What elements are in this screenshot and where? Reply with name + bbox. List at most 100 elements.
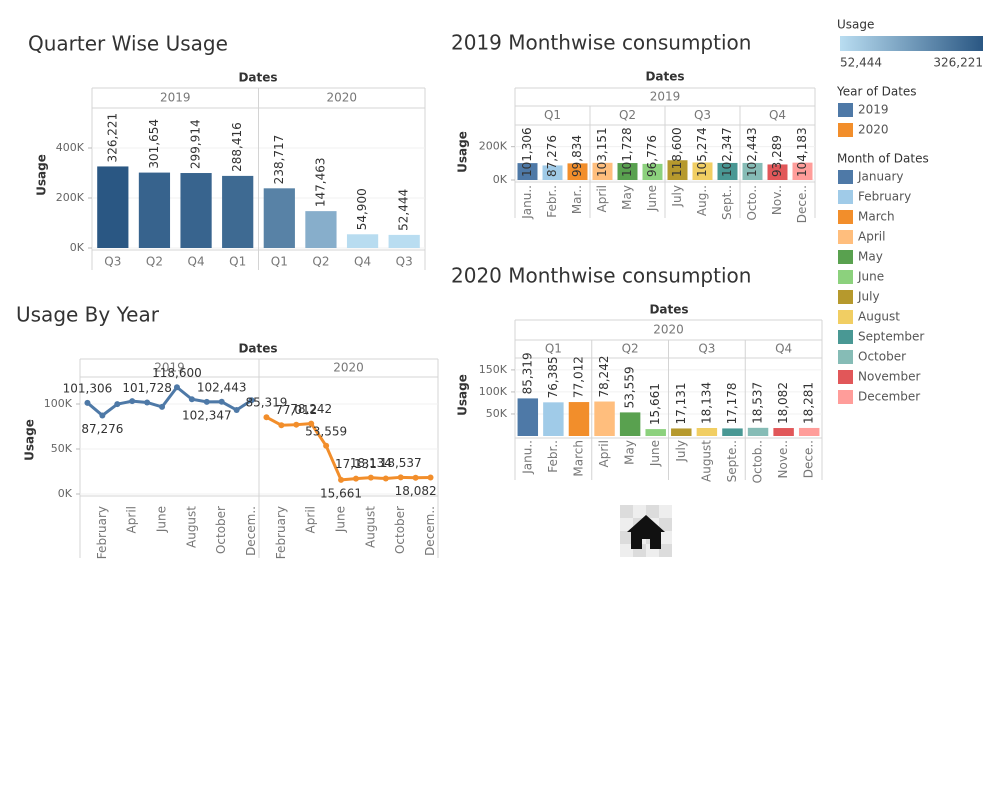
data-label: 15,661 [648, 383, 662, 425]
x-tick-label: Decem.. [244, 506, 258, 556]
pane-group-label: 2020 [653, 323, 684, 337]
bar [619, 412, 641, 436]
legend-swatch [838, 103, 853, 117]
x-tick-label: April [125, 506, 139, 533]
legend-title: Month of Dates [837, 152, 929, 166]
data-label: 54,900 [355, 188, 369, 230]
pane-header: Q4 [775, 342, 792, 356]
legend-swatch [838, 250, 853, 264]
line-point [188, 396, 195, 403]
bar [642, 163, 663, 180]
legend-label: September [858, 330, 924, 344]
home-button[interactable] [620, 505, 672, 557]
chart-title: Quarter Wise Usage [28, 32, 228, 56]
line-point [203, 398, 210, 405]
data-label: 326,221 [105, 113, 119, 163]
legend-swatch [838, 290, 853, 304]
chart-title: Usage By Year [16, 303, 160, 327]
data-label: 93,289 [770, 135, 784, 177]
x-tick-label: August [699, 440, 713, 482]
bar [138, 172, 171, 248]
bar [568, 402, 590, 436]
data-label: 85,319 [520, 352, 534, 394]
x-tick-label: April [597, 440, 611, 467]
data-label: 53,559 [305, 424, 347, 438]
bar [671, 428, 692, 436]
line-point [278, 422, 285, 429]
data-label: 77,012 [571, 356, 585, 398]
data-label: 102,443 [745, 127, 759, 177]
pane-header: 2020 [326, 91, 357, 105]
data-label: 87,276 [545, 135, 559, 177]
line-point [308, 420, 315, 427]
x-tick-label: Mar.. [570, 185, 584, 214]
legend-label: July [857, 290, 880, 304]
line-point [233, 407, 240, 414]
y-tick-label: 0K [58, 487, 73, 500]
x-tick-label: Q2 [146, 255, 163, 269]
bar [180, 173, 212, 248]
x-tick-label: Octob.. [751, 440, 765, 483]
data-label: 18,537 [751, 382, 765, 424]
pane-group-label: 2019 [650, 90, 681, 104]
legend-label: May [858, 250, 883, 264]
x-tick-label: Q1 [229, 255, 246, 269]
data-label: 102,443 [197, 380, 247, 394]
data-label: 118,600 [152, 366, 202, 380]
legend-swatch [838, 370, 853, 384]
data-label: 238,717 [272, 135, 286, 185]
data-label: 76,385 [546, 356, 560, 398]
bar [567, 163, 588, 180]
x-tick-label: June [334, 506, 348, 533]
line-point [218, 398, 225, 405]
x-tick-label: March [571, 440, 585, 477]
x-tick-label: Sept.. [720, 185, 734, 220]
x-tick-label: June [645, 185, 659, 212]
bar [346, 234, 379, 248]
data-label: 101,306 [63, 381, 113, 395]
x-tick-label: August [184, 506, 198, 548]
legend-label: August [858, 310, 900, 324]
bar [773, 428, 794, 436]
y-tick-label: 200K [56, 191, 85, 204]
data-label: 18,082 [395, 484, 437, 498]
x-tick-label: Q3 [396, 255, 413, 269]
legend-swatch [838, 230, 853, 244]
legend-swatch [838, 310, 853, 324]
line-point [263, 414, 270, 421]
data-label: 103,151 [595, 127, 609, 177]
data-label: 17,178 [725, 382, 739, 424]
chart-title: 2020 Monthwise consumption [451, 264, 751, 288]
legend-label: 2019 [858, 103, 889, 117]
header-label: Dates [238, 342, 277, 356]
legend-title: Usage [837, 18, 874, 32]
home-icon [627, 515, 665, 549]
x-tick-label: July [674, 440, 688, 463]
data-label: 18,537 [380, 456, 422, 470]
bar [696, 428, 718, 436]
line-point [114, 401, 121, 408]
line-point [367, 474, 374, 481]
x-tick-label: February [274, 506, 288, 559]
x-tick-label: May [623, 440, 637, 465]
line-point [427, 474, 434, 481]
data-label: 101,728 [620, 127, 634, 177]
y-tick-label: 0K [493, 173, 508, 186]
data-label: 101,306 [520, 127, 534, 177]
data-label: 87,276 [81, 422, 123, 436]
data-label: 118,600 [670, 127, 684, 177]
chart-title: 2019 Monthwise consumption [451, 31, 751, 55]
bar [798, 427, 820, 436]
bar [594, 401, 615, 436]
legend-label: December [858, 390, 920, 404]
legend-label: October [858, 350, 906, 364]
legend-swatch [838, 123, 853, 137]
data-label: 102,347 [182, 408, 232, 422]
pane-header: 2019 [154, 361, 185, 375]
legend-swatch [838, 390, 853, 404]
line-point [173, 384, 180, 391]
bar [388, 234, 420, 248]
y-axis-label: Usage [35, 154, 49, 196]
bar [792, 162, 813, 180]
line-point [382, 475, 389, 482]
